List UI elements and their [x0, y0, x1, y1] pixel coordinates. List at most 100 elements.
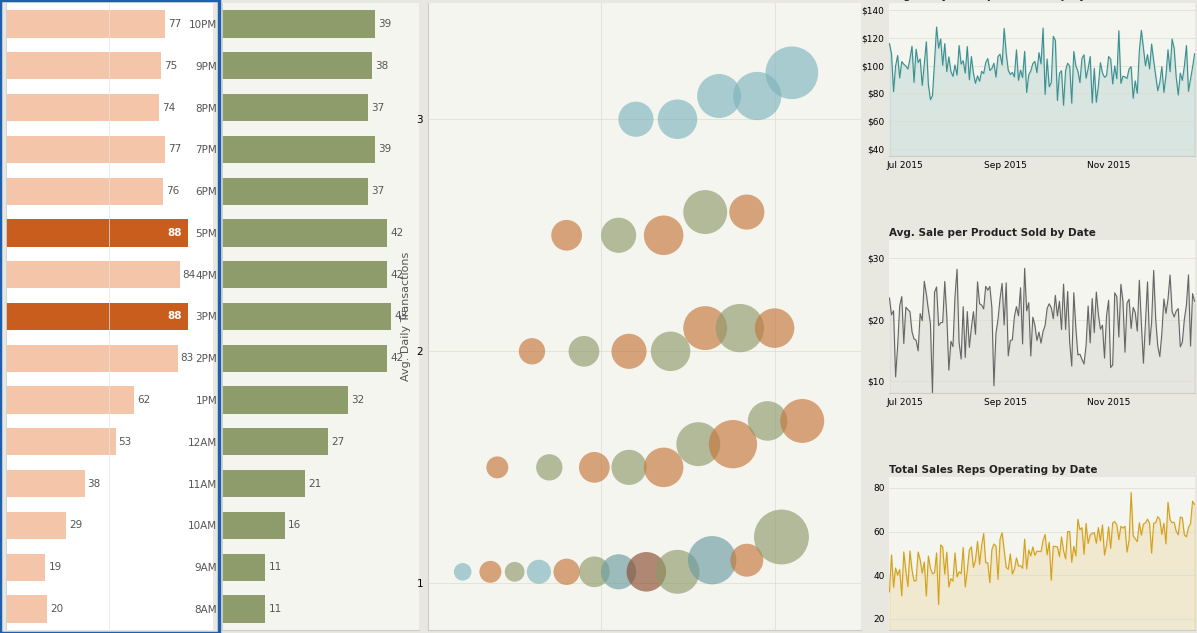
Text: 32: 32: [351, 395, 364, 405]
Point: [688, 439, 707, 449]
Point: [505, 567, 524, 577]
Text: 21: 21: [308, 479, 321, 489]
Text: 76: 76: [166, 186, 180, 196]
Point: [654, 462, 673, 472]
Point: [585, 567, 604, 577]
Point: [695, 207, 715, 217]
Bar: [221, 387, 348, 413]
Point: [792, 416, 812, 426]
Text: 11: 11: [268, 562, 281, 572]
Point: [765, 323, 784, 333]
Point: [748, 91, 767, 101]
Bar: [6, 303, 188, 330]
Bar: [221, 136, 376, 163]
Point: [637, 567, 656, 577]
Text: 39: 39: [378, 144, 391, 154]
Text: 77: 77: [169, 144, 182, 154]
Point: [668, 114, 687, 124]
Point: [454, 567, 473, 577]
Text: 42: 42: [390, 270, 403, 280]
Bar: [221, 94, 367, 121]
Point: [695, 323, 715, 333]
Bar: [221, 178, 367, 204]
Text: 37: 37: [371, 103, 384, 113]
Point: [703, 555, 722, 565]
Bar: [221, 220, 388, 246]
Bar: [6, 136, 165, 163]
Text: 20: 20: [50, 604, 63, 614]
Bar: [221, 261, 388, 288]
Point: [557, 230, 576, 241]
Bar: [6, 11, 165, 37]
Text: 19: 19: [48, 562, 61, 572]
Bar: [6, 554, 45, 580]
Point: [619, 462, 638, 472]
Text: 88: 88: [168, 228, 182, 238]
Text: 11: 11: [268, 604, 281, 614]
Text: 75: 75: [164, 61, 177, 71]
Text: 53: 53: [119, 437, 132, 447]
Point: [481, 567, 500, 577]
Point: [668, 567, 687, 577]
Point: [654, 230, 673, 241]
Text: 38: 38: [375, 61, 388, 71]
Point: [529, 567, 548, 577]
Bar: [6, 429, 116, 455]
Point: [737, 555, 757, 565]
Point: [575, 346, 594, 356]
Bar: [6, 470, 85, 497]
Point: [585, 462, 604, 472]
Y-axis label: Avg. Daily Transactions: Avg. Daily Transactions: [401, 252, 411, 381]
Point: [737, 207, 757, 217]
Text: 74: 74: [162, 103, 175, 113]
Point: [723, 439, 742, 449]
Point: [619, 346, 638, 356]
Text: 83: 83: [181, 353, 194, 363]
Text: 62: 62: [138, 395, 151, 405]
Point: [661, 346, 680, 356]
Text: 38: 38: [87, 479, 101, 489]
Text: Avg. Daily Sales per Sales Rep by Date: Avg. Daily Sales per Sales Rep by Date: [889, 0, 1118, 1]
Point: [557, 567, 576, 577]
Bar: [221, 53, 371, 79]
Bar: [221, 11, 376, 37]
Point: [540, 462, 559, 472]
Bar: [6, 220, 188, 246]
Bar: [6, 261, 180, 288]
Point: [758, 416, 777, 426]
Point: [609, 567, 628, 577]
Bar: [6, 178, 163, 204]
Bar: [221, 345, 388, 372]
Text: 84: 84: [183, 270, 196, 280]
Point: [522, 346, 541, 356]
Text: 39: 39: [378, 19, 391, 29]
Text: 16: 16: [288, 520, 302, 530]
Point: [487, 462, 506, 472]
Bar: [6, 512, 66, 539]
Bar: [221, 554, 266, 580]
Text: 42: 42: [390, 353, 403, 363]
Bar: [221, 303, 391, 330]
Bar: [221, 596, 266, 622]
Text: 88: 88: [168, 311, 182, 322]
Bar: [221, 429, 328, 455]
Bar: [6, 345, 177, 372]
Bar: [221, 470, 304, 497]
Bar: [6, 94, 159, 121]
Bar: [6, 53, 162, 79]
Bar: [6, 596, 48, 622]
Text: 27: 27: [332, 437, 345, 447]
Text: Avg. Sale per Product Sold by Date: Avg. Sale per Product Sold by Date: [889, 228, 1096, 238]
Text: 29: 29: [69, 520, 83, 530]
Bar: [6, 387, 134, 413]
Text: 77: 77: [169, 19, 182, 29]
Point: [730, 323, 749, 333]
Point: [772, 532, 791, 542]
Point: [609, 230, 628, 241]
Point: [710, 91, 729, 101]
Point: [626, 114, 645, 124]
Text: 43: 43: [394, 311, 408, 322]
Text: 42: 42: [390, 228, 403, 238]
Bar: [221, 512, 285, 539]
Text: 37: 37: [371, 186, 384, 196]
